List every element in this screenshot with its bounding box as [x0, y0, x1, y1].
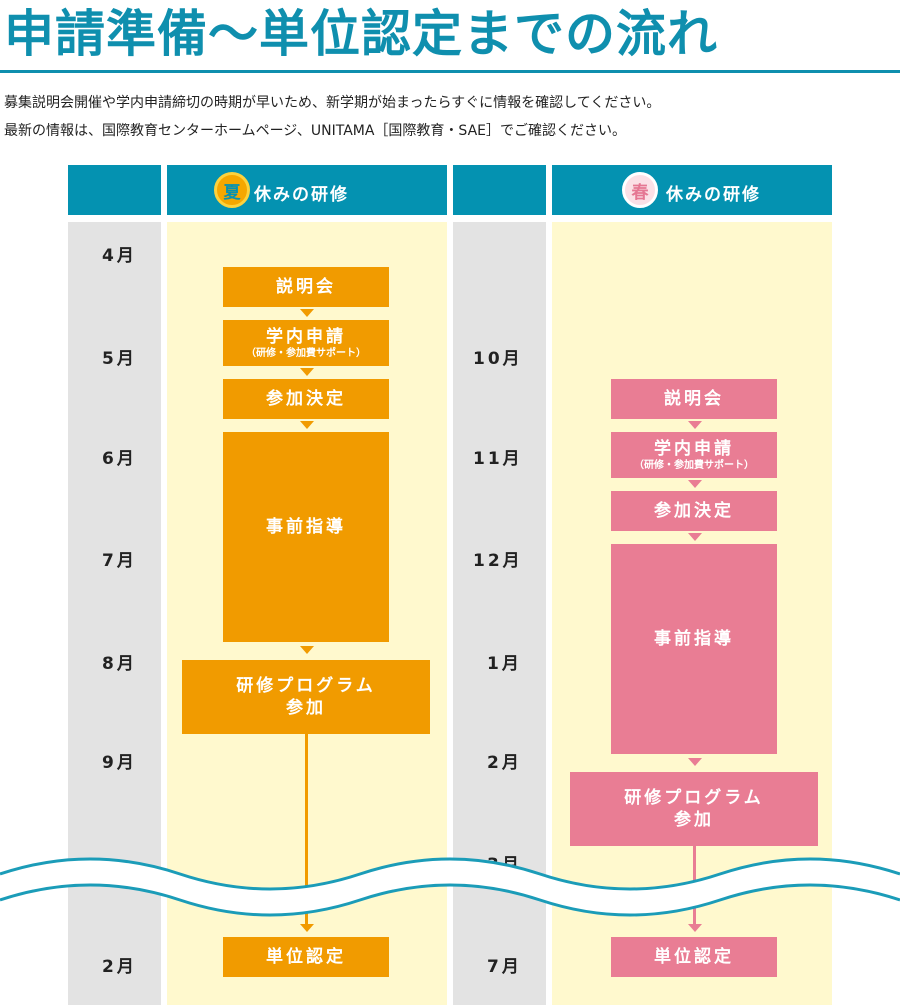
summer-header — [167, 165, 447, 215]
summer-step-decision: 参加決定 — [223, 379, 389, 419]
step-label: 研修プログラム — [236, 676, 376, 696]
step-label: 研修プログラム — [624, 788, 764, 808]
title-divider — [0, 70, 900, 73]
flow-arrow — [300, 368, 314, 376]
step-label: 参加決定 — [266, 389, 346, 409]
summer-step-briefing: 説明会 — [223, 267, 389, 307]
summer-month-label: 8月 — [102, 654, 137, 674]
spring-step-credit: 単位認定 — [611, 937, 777, 977]
spring-header — [552, 165, 832, 215]
flow-arrow — [688, 480, 702, 488]
step-label: 単位認定 — [654, 947, 734, 967]
page-title: 申請準備〜単位認定までの流れ — [4, 5, 718, 63]
summer-step-credit: 単位認定 — [223, 937, 389, 977]
step-label: 説明会 — [664, 389, 724, 409]
flow-arrow — [688, 758, 702, 766]
spring-month-label: 7月 — [487, 957, 522, 977]
spring-step-briefing: 説明会 — [611, 379, 777, 419]
intro-line-1: 募集説明会開催や学内申請締切の時期が早いため、新学期が始まったらすぐに情報を確認… — [4, 95, 661, 111]
time-skip-wave — [0, 857, 900, 917]
summer-step-apply: 学内申請 （研修・参加費サポート） — [223, 320, 389, 366]
flow-arrow — [300, 309, 314, 317]
spring-step-apply: 学内申請 （研修・参加費サポート） — [611, 432, 777, 478]
summer-header-label: 休みの研修 — [254, 185, 349, 205]
step-label: 事前指導 — [654, 629, 734, 649]
flow-arrow — [688, 924, 702, 932]
summer-sun-icon: 夏 — [214, 172, 250, 208]
summer-month-header — [68, 165, 161, 215]
spring-step-prep: 事前指導 — [611, 544, 777, 754]
summer-step-prep: 事前指導 — [223, 432, 389, 642]
spring-month-header — [453, 165, 546, 215]
summer-month-label: 2月 — [102, 957, 137, 977]
summer-month-label: 6月 — [102, 449, 137, 469]
spring-month-label: 12月 — [473, 551, 523, 571]
summer-month-label: 4月 — [102, 246, 137, 266]
spring-step-program: 研修プログラム 参加 — [570, 772, 818, 846]
step-label: 学内申請 — [654, 439, 734, 459]
step-label: 参加決定 — [654, 501, 734, 521]
step-label: 参加 — [674, 810, 714, 830]
flow-arrow — [300, 646, 314, 654]
summer-step-program: 研修プログラム 参加 — [182, 660, 430, 734]
flow-arrow — [688, 421, 702, 429]
summer-month-label: 9月 — [102, 753, 137, 773]
summer-month-label: 7月 — [102, 551, 137, 571]
flow-arrow — [300, 421, 314, 429]
step-label: 学内申請 — [266, 327, 346, 347]
flow-line — [305, 734, 308, 924]
spring-month-label: 11月 — [473, 449, 523, 469]
intro-line-2: 最新の情報は、国際教育センターホームページ、UNITAMA［国際教育・SAE］で… — [4, 123, 626, 139]
summer-month-label: 5月 — [102, 349, 137, 369]
step-label: 事前指導 — [266, 517, 346, 537]
step-label: 参加 — [286, 698, 326, 718]
step-label: 説明会 — [276, 277, 336, 297]
step-sublabel: （研修・参加費サポート） — [634, 460, 754, 471]
spring-blossom-icon: 春 — [622, 172, 658, 208]
flow-arrow — [300, 924, 314, 932]
step-sublabel: （研修・参加費サポート） — [246, 348, 366, 359]
spring-month-label: 2月 — [487, 753, 522, 773]
spring-step-decision: 参加決定 — [611, 491, 777, 531]
spring-month-label: 1月 — [487, 654, 522, 674]
flow-arrow — [688, 533, 702, 541]
spring-month-label: 10月 — [473, 349, 523, 369]
spring-header-label: 休みの研修 — [666, 185, 761, 205]
step-label: 単位認定 — [266, 947, 346, 967]
